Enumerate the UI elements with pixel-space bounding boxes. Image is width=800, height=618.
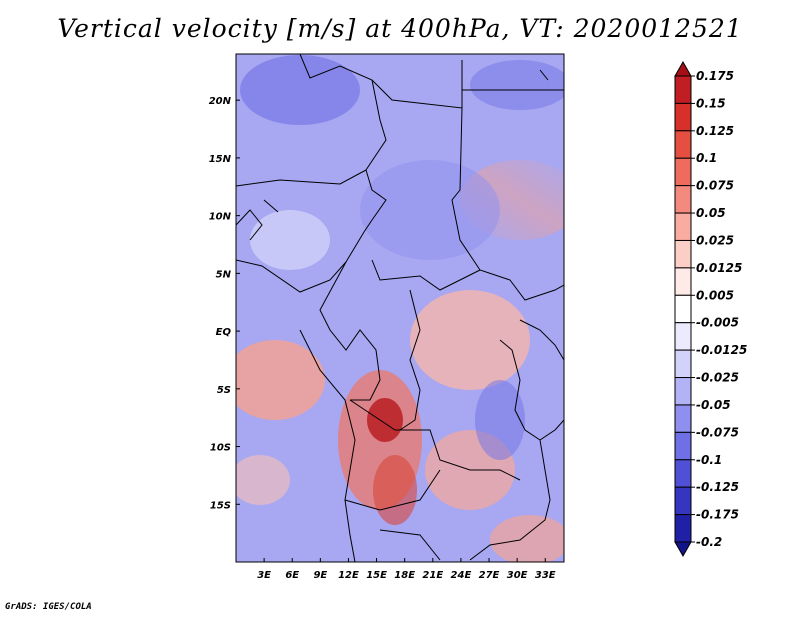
- y-tick-label: 15S: [210, 500, 231, 511]
- x-tick-label: 9E: [313, 570, 327, 581]
- colorbar-label: 0.075: [696, 179, 734, 193]
- colorbar-swatch: [674, 185, 692, 214]
- y-tick-label: 20N: [209, 96, 232, 107]
- x-tick-label: 6E: [285, 570, 299, 581]
- colorbar-swatch: [674, 294, 692, 324]
- colorbar-swatch: [674, 404, 692, 433]
- colorbar-label: -0.125: [696, 480, 739, 494]
- y-tick-label: 5S: [217, 385, 231, 396]
- x-tick-label: 30E: [507, 570, 528, 581]
- y-tick-label: 10N: [209, 212, 232, 223]
- vertical-velocity-field: [236, 54, 564, 562]
- colorbar-label: 0.005: [696, 288, 734, 302]
- y-axis: 20N 15N 10N 5N EQ 5S 10S 15S: [209, 96, 240, 511]
- colorbar: 0.175 0.15 0.125 0.1 0.075 0.05 0.025 0.0125 0.0…: [674, 60, 747, 558]
- colorbar-label: -0.025: [696, 371, 739, 385]
- colorbar-swatch: [674, 459, 692, 488]
- colorbar-label: -0.075: [696, 425, 739, 439]
- colorbar-label: 0.15: [696, 96, 726, 110]
- colorbar-label: 0.0125: [696, 261, 742, 275]
- x-tick-label: 27E: [479, 570, 500, 581]
- x-tick-label: 24E: [451, 570, 472, 581]
- colorbar-label: 0.1: [696, 151, 717, 165]
- colorbar-swatch: [674, 130, 692, 159]
- x-tick-label: 33E: [535, 570, 556, 581]
- colorbar-label: -0.2: [696, 535, 722, 549]
- y-tick-label: 10S: [210, 443, 231, 454]
- colorbar-swatch: [674, 239, 692, 269]
- colorbar-swatch: [674, 514, 692, 543]
- y-tick-label: 15N: [209, 154, 232, 165]
- colorbar-swatch: [674, 157, 692, 187]
- colorbar-swatch: [674, 212, 692, 241]
- y-tick-label: 5N: [216, 269, 232, 280]
- x-tick-label: 21E: [422, 570, 443, 581]
- colorbar-label: -0.0125: [696, 343, 747, 357]
- x-tick-label: 12E: [338, 570, 359, 581]
- x-tick-label: 18E: [394, 570, 415, 581]
- colorbar-label: -0.005: [696, 316, 739, 330]
- plot-frame: [235, 53, 565, 563]
- colorbar-swatch: [674, 102, 692, 132]
- colorbar-swatch: [674, 431, 692, 461]
- colorbar-swatch: [674, 486, 692, 516]
- colorbar-label: -0.05: [696, 398, 731, 412]
- x-tick-label: 3E: [257, 570, 271, 581]
- colorbar-swatch: [674, 377, 692, 406]
- country-borders: [236, 54, 564, 562]
- colorbar-label: 0.125: [696, 124, 734, 138]
- colorbar-label: 0.025: [696, 233, 734, 247]
- x-axis: 3E 6E 9E 12E 15E 18E 21E 24E 27E 30E 33E: [257, 558, 556, 581]
- colorbar-label: 0.175: [696, 69, 734, 83]
- colorbar-swatch: [674, 349, 692, 379]
- colorbar-swatch: [674, 60, 692, 77]
- colorbar-swatch: [674, 75, 692, 104]
- chart-title: Vertical velocity [m/s] at 400hPa, VT: 2…: [57, 14, 743, 43]
- grads-credit: GrADS: IGES/COLA: [5, 602, 92, 612]
- colorbar-swatch: [674, 322, 692, 351]
- colorbar-swatch: [674, 541, 692, 558]
- colorbar-label: 0.05: [696, 206, 726, 220]
- colorbar-label: -0.1: [696, 453, 722, 467]
- y-tick-label: EQ: [216, 327, 232, 338]
- colorbar-swatch: [674, 267, 692, 296]
- x-tick-label: 15E: [366, 570, 387, 581]
- colorbar-label: -0.175: [696, 508, 739, 522]
